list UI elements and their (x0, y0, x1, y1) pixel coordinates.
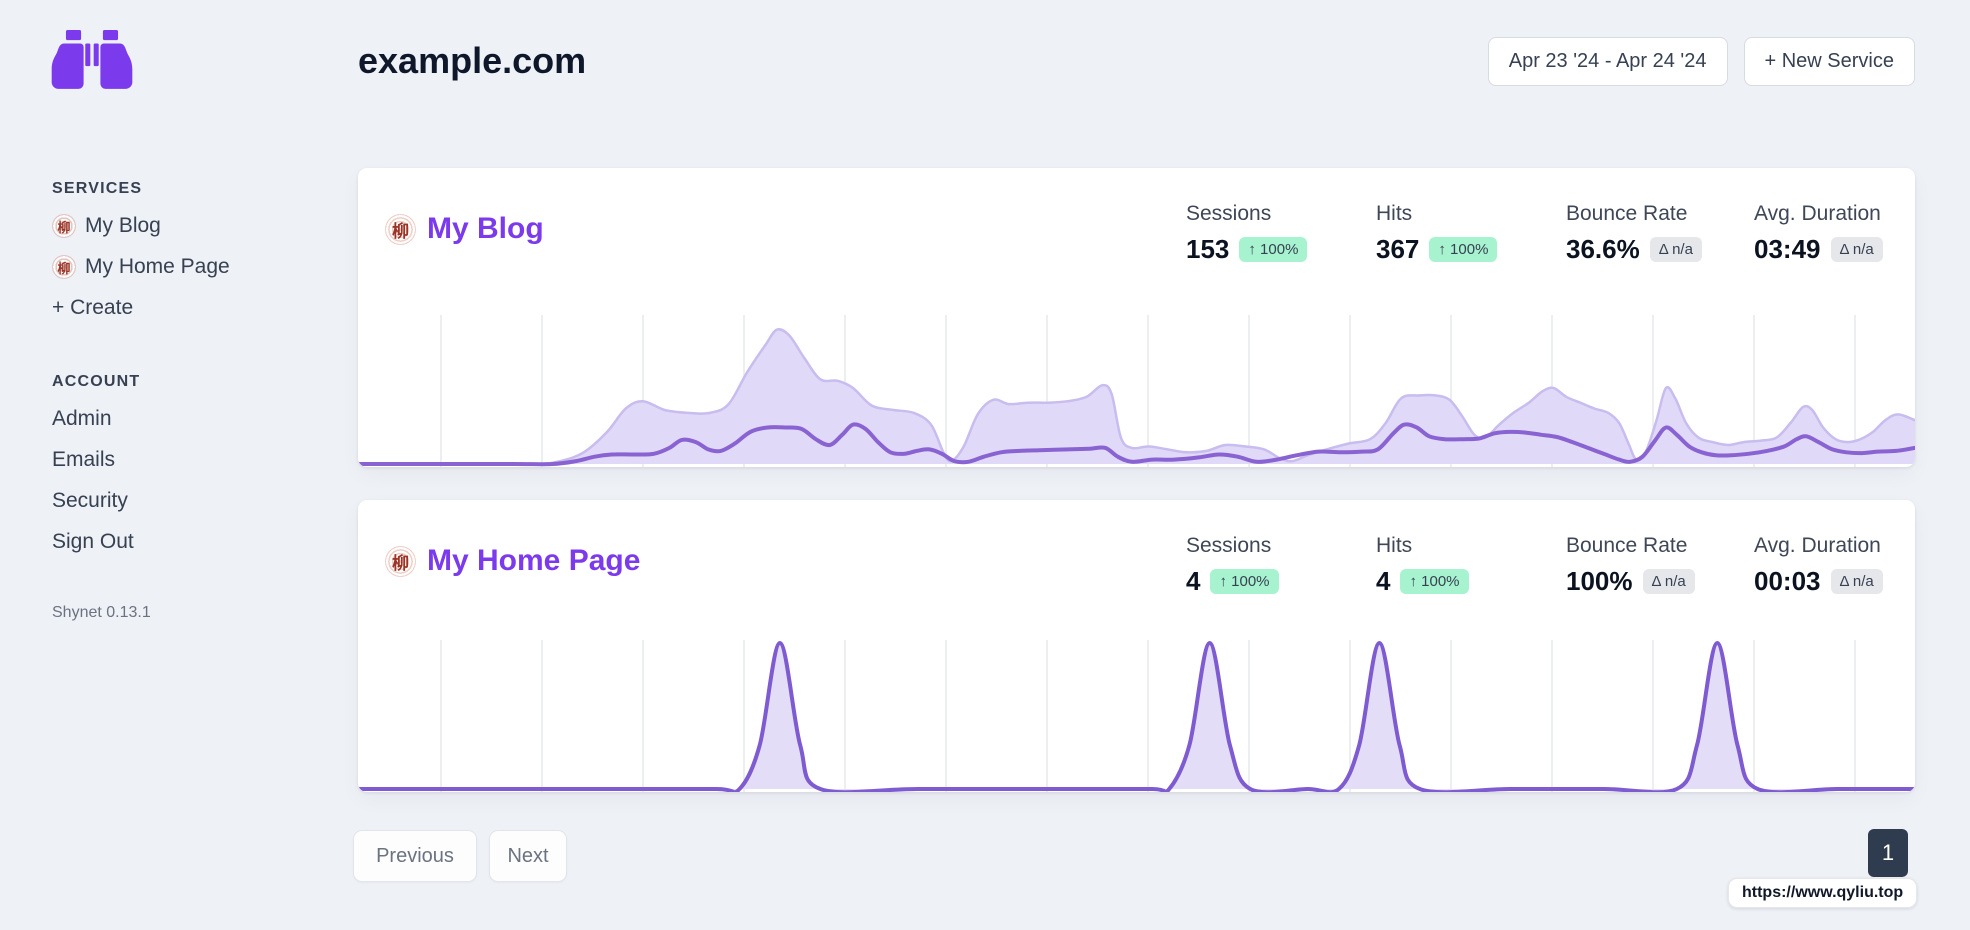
stat-sessions: Sessions 153 ↑ 100% (1186, 202, 1376, 265)
stat-value: 36.6% (1566, 234, 1640, 264)
binoculars-icon (50, 30, 134, 113)
sidebar: SERVICES 柳 My Blog 柳 My Home Page + Crea… (52, 180, 312, 622)
service-title: My Blog (427, 212, 544, 245)
change-badge: ↑ 100% (1239, 237, 1308, 262)
stat-label: Bounce Rate (1566, 202, 1688, 225)
topbar: example.com Apr 23 '24 - Apr 24 '24 + Ne… (358, 28, 1915, 94)
stat-value: 03:49 (1754, 234, 1821, 264)
main-content: example.com Apr 23 '24 - Apr 24 '24 + Ne… (353, 0, 1915, 930)
sidebar-item-label: Security (52, 489, 128, 512)
previous-button[interactable]: Previous (353, 830, 477, 882)
stat-avg-duration: Avg. Duration 00:03 Δ n/a (1754, 534, 1888, 597)
stat-value: 4 (1186, 566, 1201, 596)
stat-value: 4 (1376, 566, 1391, 596)
sidebar-item-security[interactable]: Security (52, 489, 312, 513)
stat-label: Avg. Duration (1754, 534, 1881, 557)
stat-label: Sessions (1186, 534, 1272, 557)
current-page-indicator[interactable]: 1 (1868, 829, 1908, 877)
stat-value: 100% (1566, 566, 1633, 596)
traffic-chart-my-home-page (358, 640, 1915, 792)
favicon-seal-icon: 柳 (52, 214, 76, 238)
change-badge: Δ n/a (1649, 237, 1702, 262)
version-label: Shynet 0.13.1 (52, 604, 151, 621)
change-badge: ↑ 100% (1400, 569, 1469, 594)
traffic-chart-my-blog (358, 315, 1915, 467)
stat-label: Bounce Rate (1566, 534, 1688, 557)
page-title: example.com (358, 40, 587, 81)
services-heading: SERVICES (52, 180, 143, 197)
sidebar-item-sign-out[interactable]: Sign Out (52, 530, 312, 554)
change-badge: ↑ 100% (1210, 569, 1279, 594)
date-range-button[interactable]: Apr 23 '24 - Apr 24 '24 (1487, 36, 1728, 86)
link-preview-tooltip: https://www.qyliu.top (1728, 878, 1918, 908)
sidebar-item-label: Sign Out (52, 530, 134, 553)
service-link-my-blog[interactable]: 柳 My Blog (385, 212, 544, 246)
new-service-button[interactable]: + New Service (1743, 36, 1915, 86)
stat-label: Avg. Duration (1754, 202, 1881, 225)
favicon-seal-icon: 柳 (52, 255, 76, 279)
sidebar-item-label: Emails (52, 448, 116, 471)
sidebar-item-create[interactable]: + Create (52, 296, 312, 320)
change-badge: Δ n/a (1642, 569, 1695, 594)
service-link-my-home-page[interactable]: 柳 My Home Page (385, 544, 640, 578)
stat-avg-duration: Avg. Duration 03:49 Δ n/a (1754, 202, 1888, 265)
stat-label: Hits (1376, 202, 1413, 225)
change-badge: Δ n/a (1830, 237, 1883, 262)
sidebar-item-label: My Home Page (85, 255, 230, 278)
stat-label: Hits (1376, 534, 1413, 557)
service-card-my-home-page: 柳 My Home Page Sessions 4 ↑ 100% Hits 4 … (358, 500, 1915, 792)
stat-value: 153 (1186, 234, 1230, 264)
stat-label: Sessions (1186, 202, 1272, 225)
change-badge: Δ n/a (1830, 569, 1883, 594)
sidebar-item-my-blog[interactable]: 柳 My Blog (52, 214, 312, 238)
stat-hits: Hits 4 ↑ 100% (1376, 534, 1566, 597)
service-title: My Home Page (427, 544, 641, 577)
sidebar-item-label: Admin (52, 407, 112, 430)
stats-row: Sessions 153 ↑ 100% Hits 367 ↑ 100% Boun… (1186, 202, 1888, 265)
next-button[interactable]: Next (489, 830, 567, 882)
stat-hits: Hits 367 ↑ 100% (1376, 202, 1566, 265)
sidebar-item-emails[interactable]: Emails (52, 448, 312, 472)
pagination: Previous Next 1 (353, 829, 1915, 882)
shynet-logo[interactable] (50, 25, 134, 109)
service-card-my-blog: 柳 My Blog Sessions 153 ↑ 100% Hits 367 ↑… (358, 168, 1915, 467)
stat-value: 00:03 (1754, 566, 1821, 596)
sidebar-item-my-home-page[interactable]: 柳 My Home Page (52, 255, 312, 279)
sidebar-item-admin[interactable]: Admin (52, 407, 312, 431)
stats-row: Sessions 4 ↑ 100% Hits 4 ↑ 100% Bounce R… (1186, 534, 1888, 597)
favicon-seal-icon: 柳 (385, 213, 416, 245)
account-heading: ACCOUNT (52, 373, 141, 390)
sidebar-item-label: My Blog (85, 214, 161, 237)
stat-bounce-rate: Bounce Rate 36.6% Δ n/a (1566, 202, 1754, 265)
change-badge: ↑ 100% (1429, 237, 1498, 262)
create-label: + Create (52, 296, 134, 319)
favicon-seal-icon: 柳 (385, 545, 416, 577)
stat-sessions: Sessions 4 ↑ 100% (1186, 534, 1376, 597)
stat-bounce-rate: Bounce Rate 100% Δ n/a (1566, 534, 1754, 597)
stat-value: 367 (1376, 234, 1420, 264)
